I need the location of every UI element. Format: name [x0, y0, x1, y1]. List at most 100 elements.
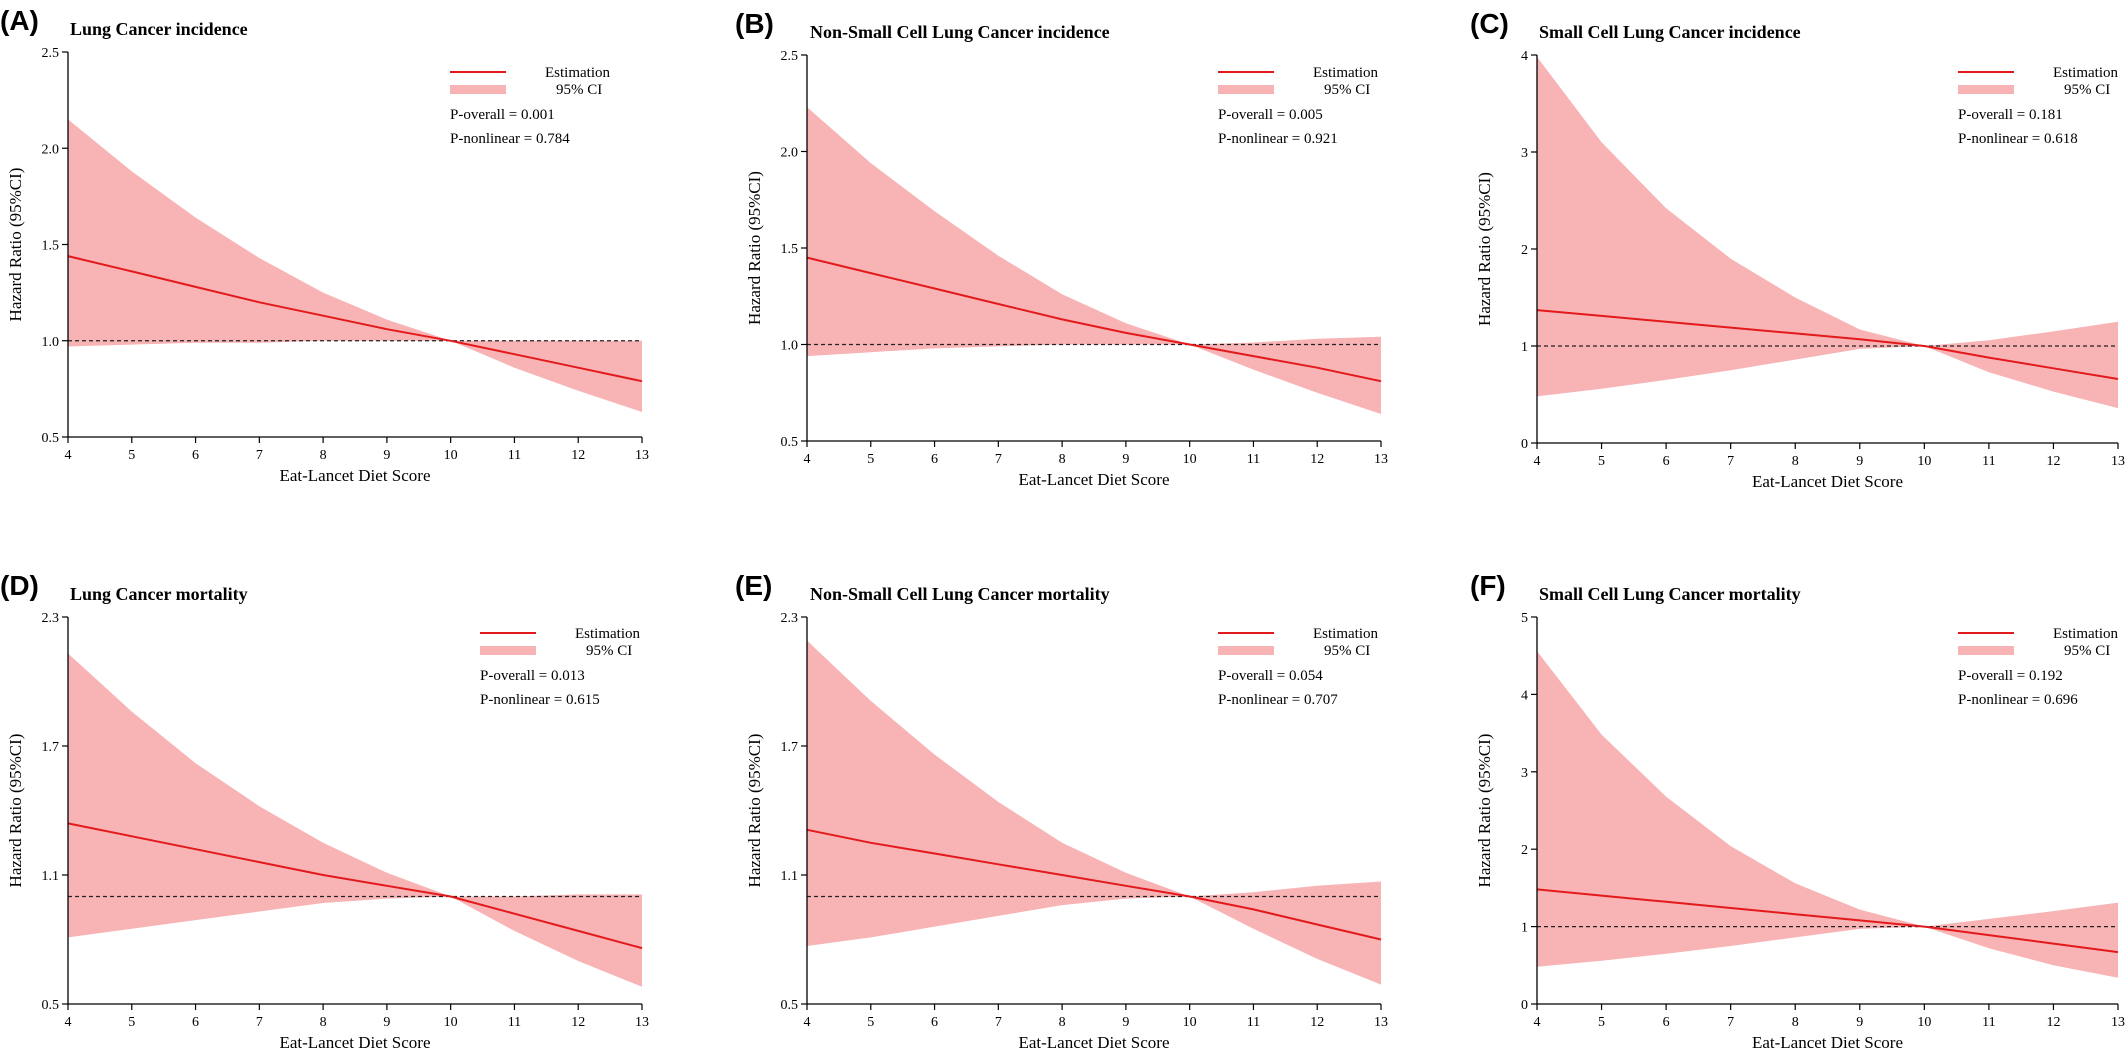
x-tick-label: 11: [1247, 1015, 1260, 1030]
x-tick-label: 7: [995, 452, 1002, 467]
legend-ci-label: 95% CI: [2064, 643, 2110, 659]
x-tick-label: 8: [320, 1015, 327, 1030]
x-tick-label: 4: [1534, 454, 1541, 469]
legend-ci-swatch: [480, 646, 536, 655]
x-tick-label: 12: [2046, 454, 2060, 469]
x-tick-label: 5: [128, 1015, 135, 1030]
chart-panel-f: (F) Small Cell Lung Cancer mortality 4 5 6 7 8…: [1470, 570, 2125, 1048]
legend-estimate-label: Estimation: [545, 65, 610, 81]
p-nonlinear-text: P-nonlinear = 0.707: [1218, 692, 1338, 708]
p-nonlinear-text: P-nonlinear = 0.615: [480, 692, 600, 708]
x-tick-label: 10: [444, 1015, 458, 1030]
x-tick-label: 10: [1917, 1015, 1931, 1030]
y-tick-label: 1.7: [781, 740, 799, 755]
p-overall-text: P-overall = 0.001: [450, 107, 555, 123]
ci-band: [1537, 56, 2118, 409]
x-tick-label: 10: [1183, 452, 1197, 467]
y-tick-label: 2.5: [781, 49, 799, 64]
x-tick-label: 13: [1374, 1015, 1388, 1030]
legend-ci-swatch: [1958, 646, 2014, 655]
x-tick-label: 11: [508, 448, 521, 463]
panel-letter: (D): [0, 570, 39, 601]
legend-ci-label: 95% CI: [1324, 643, 1370, 659]
legend-ci-swatch: [1218, 646, 1274, 655]
y-tick-label: 0: [1521, 998, 1528, 1013]
panel-title: Lung Cancer mortality: [70, 584, 248, 604]
estimate-line: [1536, 888, 2119, 954]
panel-letter: (C): [1470, 8, 1509, 39]
x-tick-label: 10: [1183, 1015, 1197, 1030]
x-tick-label: 13: [2111, 454, 2125, 469]
y-tick-label: 1: [1521, 340, 1528, 355]
x-tick-label: 5: [1598, 1015, 1605, 1030]
estimate-line: [67, 255, 643, 383]
x-tick-label: 6: [931, 452, 938, 467]
x-tick-label: 7: [1727, 1015, 1734, 1030]
p-overall-text: P-overall = 0.005: [1218, 107, 1323, 123]
panel-letter: (B): [735, 8, 774, 39]
x-tick-label: 9: [383, 1015, 390, 1030]
x-tick-label: 12: [2046, 1015, 2060, 1030]
panel-title: Lung Cancer incidence: [70, 19, 248, 39]
x-tick-label: 7: [256, 448, 263, 463]
x-tick-label: 9: [1856, 1015, 1863, 1030]
legend-ci-label: 95% CI: [2064, 82, 2110, 98]
y-tick-label: 1.1: [42, 869, 60, 884]
x-tick-label: 6: [1663, 454, 1670, 469]
x-tick-label: 4: [65, 448, 72, 463]
y-tick-label: 4: [1521, 49, 1528, 64]
y-tick-label: 2.3: [42, 611, 60, 626]
ci-band: [1537, 651, 2118, 978]
estimate-line: [806, 256, 1382, 383]
x-tick-label: 5: [867, 452, 874, 467]
y-tick-label: 1.0: [781, 339, 799, 354]
y-tick-label: 1.7: [42, 740, 60, 755]
y-tick-label: 2: [1521, 843, 1528, 858]
legend-ci-label: 95% CI: [556, 82, 602, 98]
p-nonlinear-text: P-nonlinear = 0.784: [450, 131, 570, 147]
y-tick-label: 2: [1521, 243, 1528, 258]
x-tick-label: 4: [804, 452, 811, 467]
x-tick-label: 4: [804, 1015, 811, 1030]
x-tick-label: 6: [192, 448, 199, 463]
panel-letter: (A): [0, 5, 39, 36]
y-tick-label: 0.5: [781, 998, 799, 1013]
x-tick-label: 12: [1310, 452, 1324, 467]
legend-estimate-label: Estimation: [1313, 626, 1378, 642]
panel-title: Small Cell Lung Cancer mortality: [1539, 584, 1801, 604]
p-nonlinear-text: P-nonlinear = 0.618: [1958, 131, 2078, 147]
legend-estimate-label: Estimation: [575, 626, 640, 642]
y-axis-label: Hazard Ratio (95%CI): [6, 734, 25, 888]
y-tick-label: 3: [1521, 146, 1528, 161]
p-overall-text: P-overall = 0.192: [1958, 668, 2063, 684]
x-axis-label: Eat-Lancet Diet Score: [1018, 470, 1169, 489]
x-tick-label: 4: [65, 1015, 72, 1030]
y-axis-label: Hazard Ratio (95%CI): [745, 171, 764, 325]
x-tick-label: 11: [1247, 452, 1260, 467]
y-tick-label: 0.5: [781, 435, 799, 450]
p-overall-text: P-overall = 0.181: [1958, 107, 2063, 123]
legend-ci-label: 95% CI: [586, 643, 632, 659]
x-axis-label: Eat-Lancet Diet Score: [1752, 1033, 1903, 1048]
ci-band: [68, 653, 642, 987]
ci-band: [68, 119, 642, 413]
x-tick-label: 5: [1598, 454, 1605, 469]
x-tick-label: 4: [1534, 1015, 1541, 1030]
x-tick-label: 10: [444, 448, 458, 463]
x-axis-label: Eat-Lancet Diet Score: [1018, 1033, 1169, 1048]
x-tick-label: 10: [1917, 454, 1931, 469]
ci-band: [807, 107, 1381, 414]
x-tick-label: 8: [1059, 452, 1066, 467]
x-tick-label: 7: [256, 1015, 263, 1030]
panel-letter: (F): [1470, 570, 1506, 601]
x-tick-label: 6: [931, 1015, 938, 1030]
p-overall-text: P-overall = 0.054: [1218, 668, 1323, 684]
x-tick-label: 9: [1122, 452, 1129, 467]
x-tick-label: 13: [1374, 452, 1388, 467]
x-tick-label: 6: [192, 1015, 199, 1030]
x-tick-label: 7: [1727, 454, 1734, 469]
chart-panel-a: (A) Lung Cancer incidence 4 5 6 7 8 9 10 11 12 13 0.…: [0, 5, 649, 485]
x-tick-label: 12: [571, 448, 585, 463]
x-tick-label: 7: [995, 1015, 1002, 1030]
ci-band: [807, 640, 1381, 985]
